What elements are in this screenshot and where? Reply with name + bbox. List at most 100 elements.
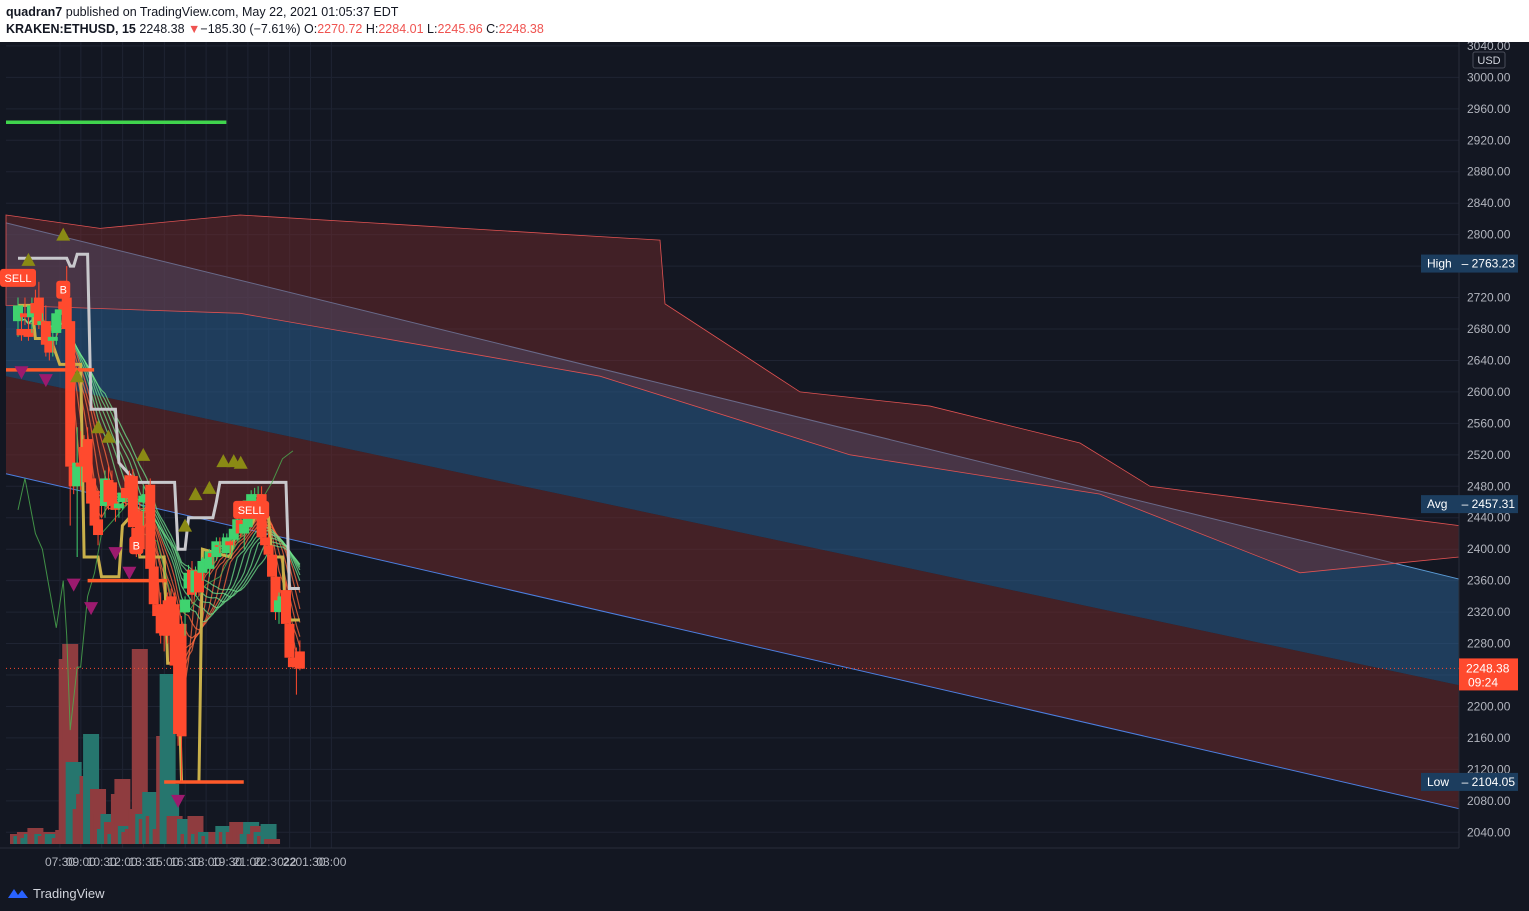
up-triangle-icon [101, 429, 116, 443]
base-line-white [18, 252, 300, 591]
high-label: H: [365, 22, 379, 36]
time-tick-label: 09:00 [66, 855, 96, 869]
time-tick-label: 12:00 [108, 855, 138, 869]
price-tick-label: 2480.00 [1467, 479, 1511, 493]
candle-body [13, 305, 23, 322]
currency-label: USD [1477, 55, 1500, 67]
symbol-info: KRAKEN:ETHUSD, 15 2248.38 ▼−185.30 (−7.6… [6, 22, 544, 36]
channel-lower-fill [6, 376, 1459, 809]
candle-body [82, 439, 93, 483]
down-triangle-icon [171, 794, 186, 808]
price-labels: High – 2763.23 Avg – 2457.31 Low – 2104.05 224… [1421, 254, 1518, 791]
up-triangle-icon [216, 454, 231, 468]
candle-body [228, 528, 239, 540]
price-tick-label: 2440.00 [1467, 511, 1511, 525]
candle-body [113, 503, 124, 509]
candle-body [40, 321, 51, 345]
candle-body [180, 599, 191, 613]
candle-body [197, 560, 208, 573]
candle-body [127, 476, 138, 528]
channel-top-line [5, 222, 1460, 580]
price-tick-label: 2160.00 [1467, 731, 1511, 745]
time-tick-label: 13:30 [128, 855, 158, 869]
change-arrow-icon: ▼ [188, 22, 201, 36]
candle-body [155, 604, 166, 634]
high-tag [1421, 254, 1518, 273]
chart-header: quadran7 published on TradingView.com, M… [0, 0, 1529, 42]
candle-body [145, 484, 156, 569]
down-triangle-icon [84, 602, 99, 616]
high-tag-label: High [1427, 257, 1452, 271]
up-triangle-icon [91, 420, 106, 434]
price-change: −185.30 (−7.61%) [200, 22, 301, 36]
price-chart[interactable]: SELL B B SELL 3040.00 3000.00 2960.00 2920.00 2… [0, 42, 1529, 876]
price-tick-label: 2640.00 [1467, 353, 1511, 367]
candle-body [270, 576, 281, 613]
candle-body [284, 623, 295, 658]
down-triangle-icon [108, 547, 123, 561]
high-value: 2284.01 [378, 22, 424, 36]
last-price-tag-value: 2248.38 [1466, 661, 1510, 675]
up-triangle-icon [136, 447, 151, 461]
low-tag [1421, 772, 1518, 791]
price-tick-label: 2280.00 [1467, 637, 1511, 651]
close-value: 2248.38 [498, 22, 544, 36]
price-tick-label: 2560.00 [1467, 416, 1511, 430]
candle-body [65, 321, 76, 467]
brand-name[interactable]: TradingView [33, 886, 105, 901]
time-tick-label: 03:00 [316, 855, 346, 869]
time-tick-label: 18:00 [191, 855, 221, 869]
down-triangle-icon [38, 374, 53, 388]
price-tick-label: 2040.00 [1467, 825, 1511, 839]
time-tick-label: 22 [283, 855, 297, 869]
price-tick-label: 2960.00 [1467, 102, 1511, 116]
price-axis[interactable]: 3040.00 3000.00 2960.00 2920.00 2880.00 2840.… [1458, 42, 1511, 848]
candle-body [106, 482, 117, 506]
price-tick-label: 2880.00 [1467, 165, 1511, 179]
price-tick-label: 2680.00 [1467, 322, 1511, 336]
price-tick-label: 2200.00 [1467, 699, 1511, 713]
up-triangle-icon [233, 455, 248, 469]
avg-tag-label: Avg [1427, 497, 1447, 511]
candle-body [16, 329, 27, 336]
signal-box [233, 500, 270, 519]
avg-tag [1421, 495, 1518, 514]
volume-bars [10, 644, 281, 844]
price-tick-label: 2360.00 [1467, 574, 1511, 588]
time-tick-label: 16:30 [170, 855, 200, 869]
candle-body [274, 600, 284, 613]
time-axis[interactable]: 07:3009:0010:3012:0013:3015:0016:3018:00… [0, 847, 1459, 869]
up-triangle-icon [202, 480, 217, 494]
last-price: 2248.38 [139, 22, 185, 36]
candle-body [75, 462, 86, 467]
time-tick-label: 19:30 [212, 855, 242, 869]
candle-body [93, 519, 104, 536]
price-tick-label: 2080.00 [1467, 794, 1511, 808]
price-tick-label: 2520.00 [1467, 448, 1511, 462]
candle-body [225, 541, 236, 546]
high-tag-value: – 2763.23 [1462, 257, 1516, 271]
up-triangle-icon [188, 487, 203, 501]
low-value: 2245.96 [437, 22, 483, 36]
candle-body [23, 329, 34, 337]
candle-body [204, 551, 215, 569]
candle-body [211, 541, 222, 558]
publish-info: quadran7 published on TradingView.com, M… [6, 5, 398, 19]
author-name[interactable]: quadran7 [6, 5, 63, 19]
last-price-tag [1459, 658, 1518, 691]
tradingview-logo-icon [8, 889, 28, 898]
candle-body [51, 313, 62, 333]
down-triangle-icon [122, 566, 137, 580]
signal-label: SELL [5, 273, 32, 285]
footer: TradingView [0, 876, 1529, 911]
candle-body [267, 554, 278, 577]
candle-body [249, 495, 260, 498]
time-tick-label: 10:30 [87, 855, 117, 869]
candle-body [169, 604, 180, 666]
candle-body [54, 309, 65, 315]
candle-body [193, 571, 204, 593]
candle-body [33, 297, 44, 326]
price-tick-label: 2840.00 [1467, 196, 1511, 210]
candle-body [148, 566, 159, 605]
time-tick-label: 07:30 [45, 855, 75, 869]
